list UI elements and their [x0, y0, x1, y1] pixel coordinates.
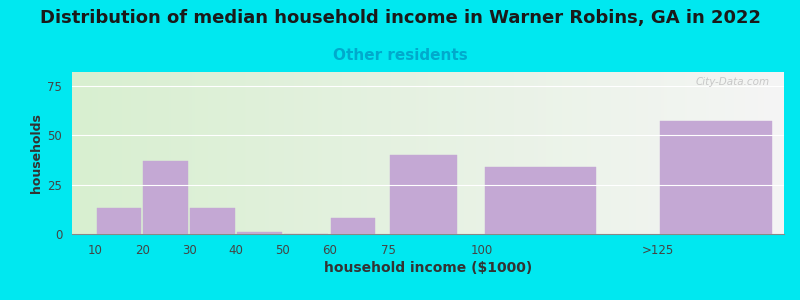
Bar: [143, 161, 188, 234]
Bar: [190, 208, 234, 234]
Text: Other residents: Other residents: [333, 48, 467, 63]
X-axis label: household income ($1000): household income ($1000): [324, 261, 532, 275]
Bar: [390, 155, 457, 234]
Text: Distribution of median household income in Warner Robins, GA in 2022: Distribution of median household income …: [39, 9, 761, 27]
Text: City-Data.com: City-Data.com: [696, 77, 770, 87]
Bar: [331, 218, 375, 234]
Y-axis label: households: households: [30, 113, 43, 193]
Bar: [661, 122, 772, 234]
Bar: [485, 167, 596, 234]
Bar: [237, 232, 282, 234]
Bar: [97, 208, 141, 234]
